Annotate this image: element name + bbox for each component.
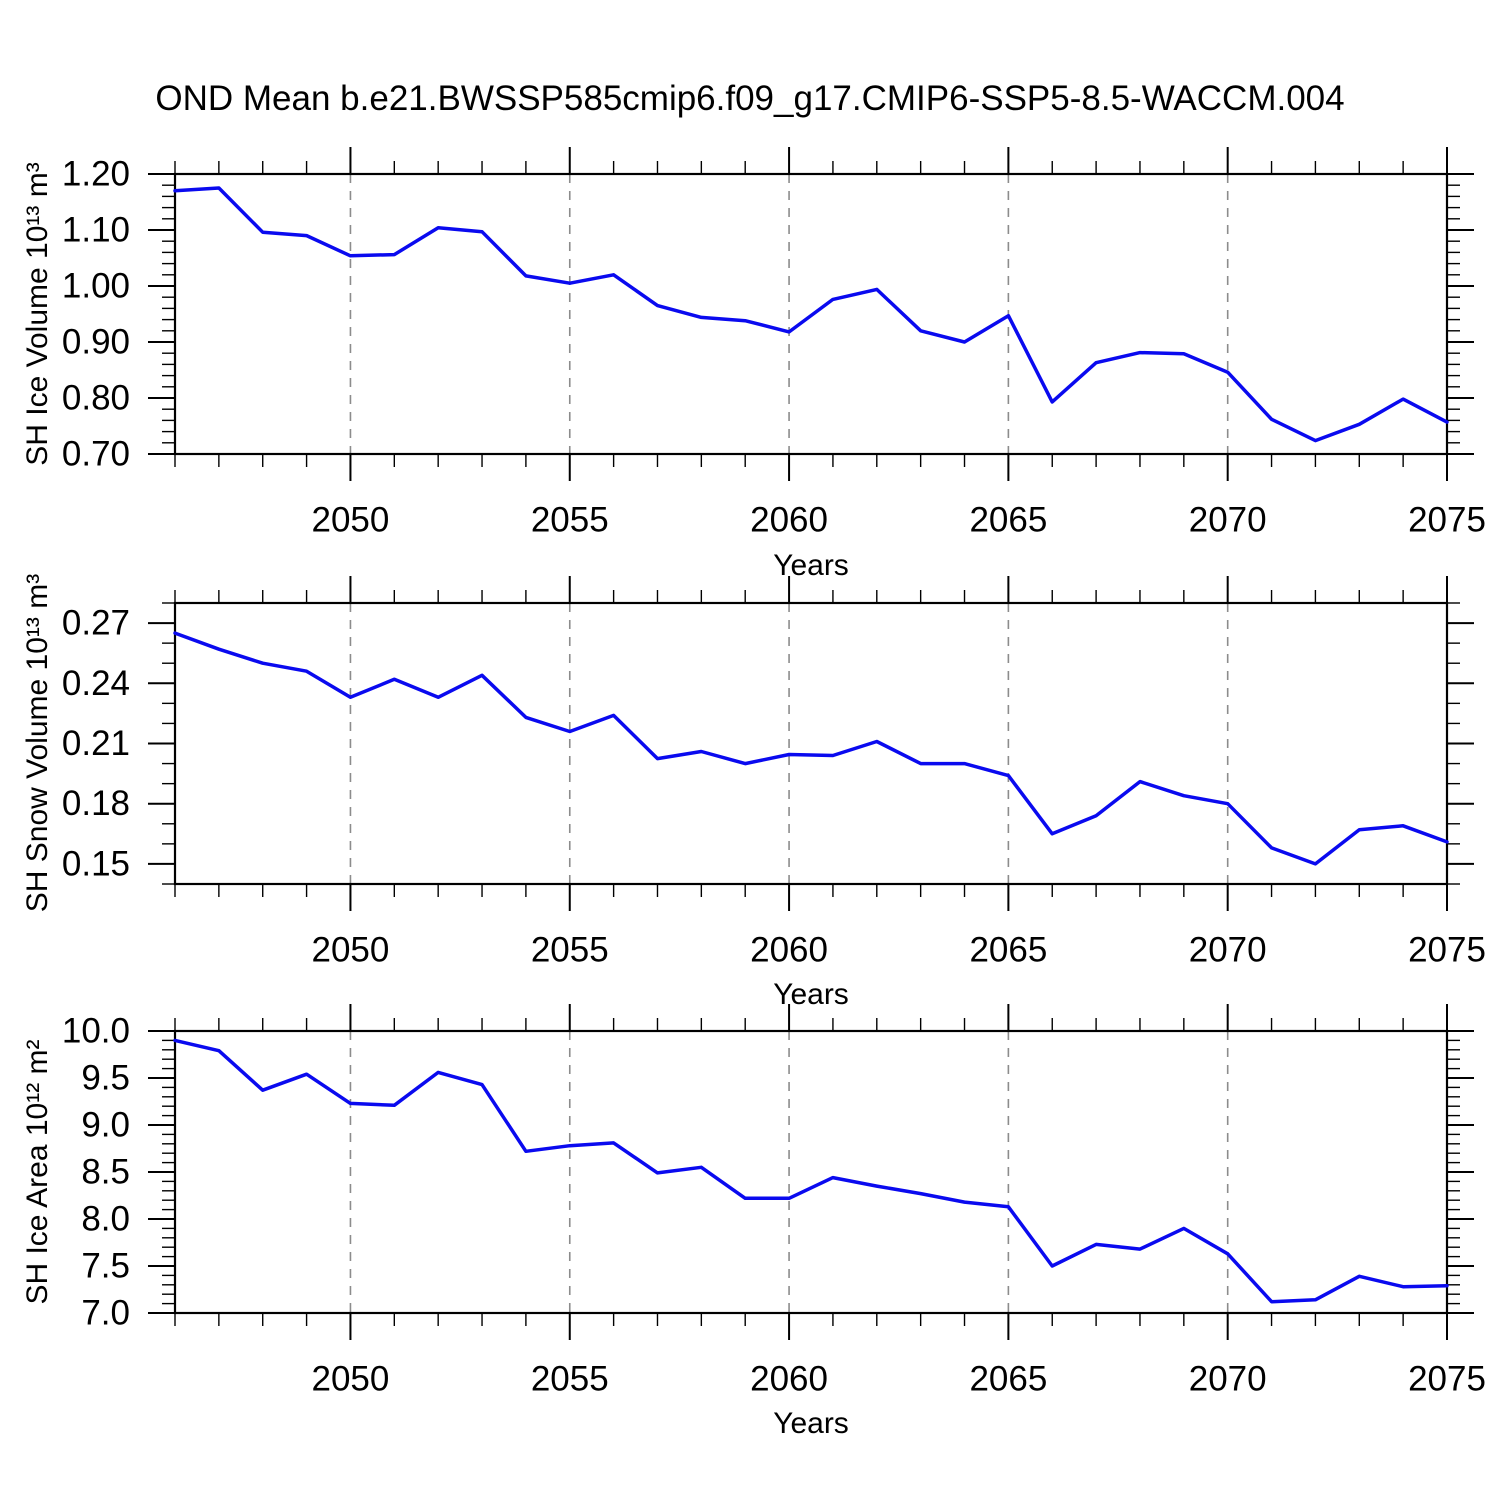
y-tick-labels: 0.15 0.18 0.21 0.24 0.27 <box>62 604 130 884</box>
y-tick-labels: 7.0 7.5 8.0 8.5 9.0 9.5 10.0 <box>62 1012 130 1333</box>
y-tick-label: 0.27 <box>62 604 130 643</box>
y-tick-label: 10.0 <box>62 1012 130 1051</box>
panel-sh-ice-area: 2050 2055 2060 2065 2070 2075 7.0 7.5 8.0 8.5 9.0 9… <box>62 1004 1486 1399</box>
y-tick-label: 1.20 <box>62 155 130 194</box>
x-tick-label: 2065 <box>969 1360 1047 1399</box>
x-tick-label: 2050 <box>312 1360 390 1399</box>
x-tick-label: 2075 <box>1408 931 1486 970</box>
y-tick-label: 0.15 <box>62 844 130 883</box>
y-tick-label: 9.0 <box>81 1106 130 1145</box>
ticks <box>148 147 1474 481</box>
panel-sh-ice-volume: 2050 2055 2060 2065 2070 2075 0.70 0.80 0.90 1.00… <box>62 147 1486 540</box>
sh-ice-area-line <box>173 1038 1449 1304</box>
x-tick-label: 2060 <box>750 1360 828 1399</box>
x-tick-label: 2050 <box>312 501 390 540</box>
y-tick-label: 9.5 <box>81 1059 130 1098</box>
x-tick-labels: 2050 2055 2060 2065 2070 2075 <box>312 931 1486 970</box>
gridlines <box>349 174 1229 454</box>
x-tick-labels: 2050 2055 2060 2065 2070 2075 <box>312 1360 1486 1399</box>
x-axis-label-years-panel1: Years <box>773 549 849 582</box>
sh-snow-volume-line <box>173 631 1449 866</box>
gridlines <box>349 603 1229 884</box>
y-tick-label: 0.70 <box>62 435 130 474</box>
x-tick-label: 2075 <box>1408 1360 1486 1399</box>
y-tick-label: 7.5 <box>81 1247 130 1286</box>
x-tick-label: 2055 <box>531 931 609 970</box>
x-tick-label: 2050 <box>312 931 390 970</box>
y-tick-label: 8.0 <box>81 1200 130 1239</box>
gridlines <box>349 1031 1229 1313</box>
x-tick-labels: 2050 2055 2060 2065 2070 2075 <box>312 501 1486 540</box>
sh-ice-volume-line <box>173 186 1449 443</box>
panel-border <box>173 601 1449 886</box>
x-tick-label: 2060 <box>750 501 828 540</box>
x-tick-label: 2070 <box>1189 931 1267 970</box>
x-tick-label: 2055 <box>531 501 609 540</box>
x-tick-label: 2070 <box>1189 501 1267 540</box>
y-tick-label: 8.5 <box>81 1153 130 1192</box>
x-tick-label: 2055 <box>531 1360 609 1399</box>
y-tick-label: 0.90 <box>62 323 130 362</box>
x-tick-label: 2065 <box>969 931 1047 970</box>
y-tick-label: 0.18 <box>62 784 130 823</box>
y-tick-label: 0.80 <box>62 379 130 418</box>
ticks <box>148 576 1474 911</box>
x-axis-label-years-panel3: Years <box>773 1407 849 1440</box>
y-tick-label: 7.0 <box>81 1294 130 1333</box>
x-tick-label: 2075 <box>1408 501 1486 540</box>
panel-sh-snow-volume: 2050 2055 2060 2065 2070 2075 0.15 0.18 0.21 0.24… <box>62 576 1486 970</box>
y-tick-label: 0.24 <box>62 664 130 703</box>
x-tick-label: 2070 <box>1189 1360 1267 1399</box>
plot-title: OND Mean b.e21.BWSSP585cmip6.f09_g17.CMI… <box>155 79 1345 118</box>
ticks <box>148 1004 1474 1340</box>
x-tick-label: 2065 <box>969 501 1047 540</box>
x-tick-label: 2060 <box>750 931 828 970</box>
panel-border <box>173 172 1449 456</box>
y-tick-label: 1.00 <box>62 267 130 306</box>
x-axis-label-years-panel2: Years <box>773 978 849 1011</box>
y-tick-labels: 0.70 0.80 0.90 1.00 1.10 1.20 <box>62 155 130 474</box>
y-tick-label: 1.10 <box>62 211 130 250</box>
y-tick-label: 0.21 <box>62 724 130 763</box>
panel-border <box>173 1029 1449 1315</box>
